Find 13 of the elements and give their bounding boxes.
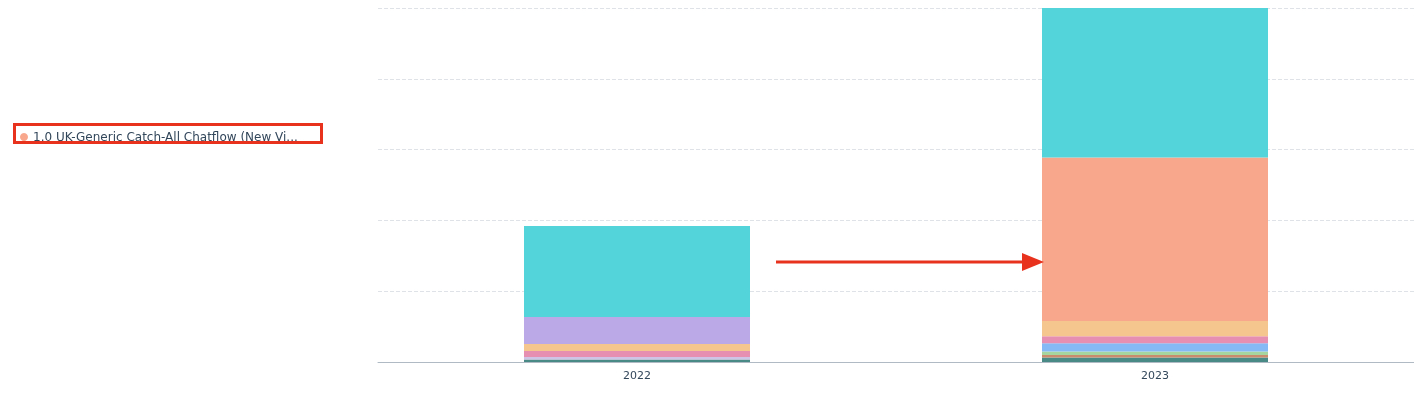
bar xyxy=(524,343,750,352)
legend-label: 1.0 UK-Generic Catch-All Chatflow (New Vi... xyxy=(33,130,298,144)
bar xyxy=(524,351,750,358)
bar xyxy=(1042,343,1268,352)
x-tick-label: 2023 xyxy=(1141,369,1169,382)
bar xyxy=(1042,336,1268,344)
bar xyxy=(1042,157,1268,321)
bar xyxy=(1042,8,1268,158)
bar xyxy=(524,317,750,344)
x-tick-label: 2022 xyxy=(623,369,651,382)
bar xyxy=(1042,320,1268,337)
bar xyxy=(524,226,750,318)
bar xyxy=(1042,357,1268,362)
